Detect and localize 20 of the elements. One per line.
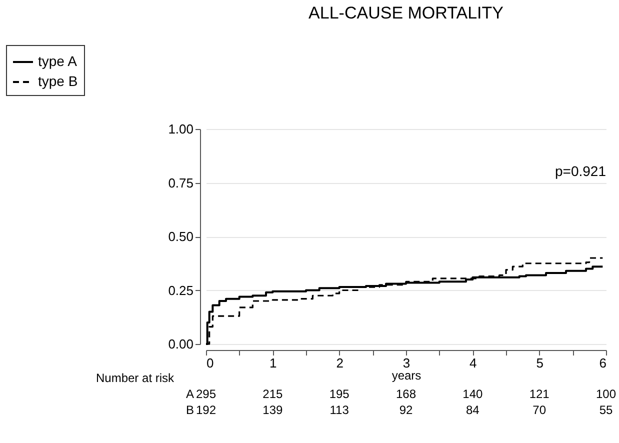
x-tick-label: 3 (402, 356, 410, 370)
y-tick-label: 0.00 (168, 336, 194, 352)
y-tick-label: 0.75 (168, 175, 194, 190)
x-tick-label: 5 (536, 356, 544, 370)
y-tick-label: 1.00 (168, 122, 194, 136)
y-tick-label: 0.25 (168, 282, 194, 298)
x-tick-label: 2 (336, 356, 344, 370)
x-axis-title: years (392, 368, 422, 382)
text: A 295 215 195 168 140 121 100 (186, 387, 616, 401)
x-tick-label: 1 (270, 356, 277, 370)
legend-label: type A (38, 53, 78, 69)
y-tick-label: 0.50 (168, 229, 194, 244)
annotation: p=0.921 (555, 162, 606, 179)
x-tick-label: 4 (470, 356, 477, 370)
x-tick-label: 0 (206, 356, 214, 370)
text: Number at risk (96, 371, 176, 385)
chart-title: ALL-CAUSE MORTALITY (308, 4, 504, 22)
text: B 192 139 113 92 84 70 55 (186, 403, 613, 417)
x-tick-label: 6 (599, 356, 606, 370)
legend-label: type B (38, 73, 78, 89)
